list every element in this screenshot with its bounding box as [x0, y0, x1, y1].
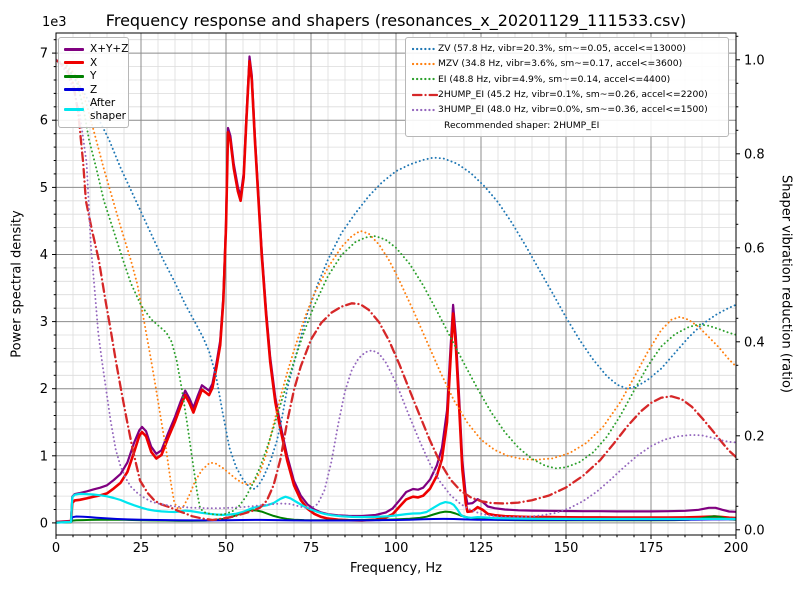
svg-text:6: 6	[40, 114, 48, 129]
legend-label: Z	[90, 83, 98, 96]
y-axis-label-right: Shaper vibration reduction (ratio)	[778, 175, 794, 393]
svg-text:125: 125	[469, 541, 494, 556]
legend-line-swatch	[64, 74, 84, 78]
svg-text:0.6: 0.6	[744, 241, 765, 256]
legend-line-swatch	[412, 93, 438, 96]
legend-shaper-item: 2HUMP_EI (45.2 Hz, vibr=0.1%, sm~=0.26, …	[412, 87, 722, 102]
legend-psd-item: X+Y+Z	[64, 43, 128, 56]
legend-line-swatch	[64, 47, 84, 51]
svg-text:7: 7	[40, 47, 48, 62]
svg-text:75: 75	[303, 541, 320, 556]
legend-label: After shaper	[90, 97, 127, 122]
recommended-shaper-note: Recommended shaper: 2HUMP_EI	[412, 117, 722, 132]
svg-text:4: 4	[40, 248, 48, 263]
svg-text:3: 3	[40, 315, 48, 330]
legend-label: ZV (57.8 Hz, vibr=20.3%, sm~=0.05, accel…	[438, 43, 686, 55]
legend-line-swatch	[412, 47, 438, 50]
svg-text:0: 0	[40, 516, 48, 531]
x-axis-label: Frequency, Hz	[349, 561, 443, 576]
svg-text:0.8: 0.8	[744, 147, 765, 162]
series-zv	[56, 58, 736, 491]
y-axis-label-left: Power spectral density	[9, 210, 25, 358]
y-left-tick-labels: 0 1 2 3 4 5 6 7	[40, 47, 48, 532]
svg-text:100: 100	[384, 541, 409, 556]
x-tick-labels: 0 25 50 75 100 125 150 175 200	[52, 541, 749, 556]
legend-label: MZV (34.8 Hz, vibr=3.6%, sm~=0.17, accel…	[438, 58, 683, 70]
legend-label: X+Y+Z	[90, 43, 129, 55]
series-x	[56, 59, 736, 524]
y-right-tick-labels: 0.0 0.2 0.4 0.6 0.8 1.0	[744, 53, 765, 538]
legend-line-swatch	[64, 108, 84, 111]
legend-psd-item: After shaper	[64, 97, 127, 122]
svg-text:2: 2	[40, 382, 48, 397]
svg-text:0.0: 0.0	[744, 523, 765, 538]
legend-shaper-item: MZV (34.8 Hz, vibr=3.6%, sm~=0.17, accel…	[412, 56, 722, 71]
legend-line-swatch	[412, 78, 438, 81]
legend-psd-item: X	[64, 57, 123, 70]
svg-text:0.4: 0.4	[744, 335, 765, 350]
series-ei	[56, 58, 736, 516]
legend-label: EI (48.8 Hz, vibr=4.9%, sm~=0.14, accel<…	[438, 73, 671, 85]
svg-text:5: 5	[40, 181, 48, 196]
svg-text:175: 175	[639, 541, 664, 556]
chart-title: Frequency response and shapers (resonanc…	[105, 11, 687, 30]
svg-text:0.2: 0.2	[744, 429, 765, 444]
legend-shaper-item: 3HUMP_EI (48.0 Hz, vibr=0.0%, sm~=0.36, …	[412, 102, 722, 117]
legend-label: X	[90, 56, 98, 69]
legend-label: 3HUMP_EI (48.0 Hz, vibr=0.0%, sm~=0.36, …	[438, 104, 708, 116]
series-2hump-ei	[56, 58, 736, 522]
y-axis-offset-label: 1e3	[42, 15, 67, 30]
legend-line-swatch	[412, 108, 438, 111]
legend-note-label: Recommended shaper: 2HUMP_EI	[444, 119, 600, 131]
svg-text:50: 50	[218, 541, 235, 556]
legend-label: Y	[90, 70, 97, 82]
legend-label: 2HUMP_EI (45.2 Hz, vibr=0.1%, sm~=0.26, …	[438, 89, 708, 101]
series-mzv	[56, 58, 736, 511]
svg-text:1: 1	[40, 449, 48, 464]
legend-shapers: ZV (57.8 Hz, vibr=20.3%, sm~=0.05, accel…	[405, 37, 729, 137]
svg-text:25: 25	[133, 541, 150, 556]
legend-line-swatch	[64, 88, 84, 92]
legend-shaper-item: ZV (57.8 Hz, vibr=20.3%, sm~=0.05, accel…	[412, 41, 722, 56]
svg-text:200: 200	[724, 541, 749, 556]
svg-text:0: 0	[52, 541, 60, 556]
legend-shaper-item: EI (48.8 Hz, vibr=4.9%, sm~=0.14, accel<…	[412, 72, 722, 87]
legend-psd-item: Z	[64, 84, 123, 97]
legend-line-swatch	[412, 62, 438, 66]
legend-psd: X+Y+Z X Y Z After shaper	[58, 37, 129, 128]
legend-psd-item: Y	[64, 70, 123, 83]
legend-line-swatch	[64, 61, 84, 65]
series-3hump-ei	[56, 58, 736, 519]
svg-text:1.0: 1.0	[744, 53, 765, 68]
series-after-shaper	[56, 492, 736, 524]
svg-text:150: 150	[554, 541, 579, 556]
tick-marks	[52, 35, 740, 539]
